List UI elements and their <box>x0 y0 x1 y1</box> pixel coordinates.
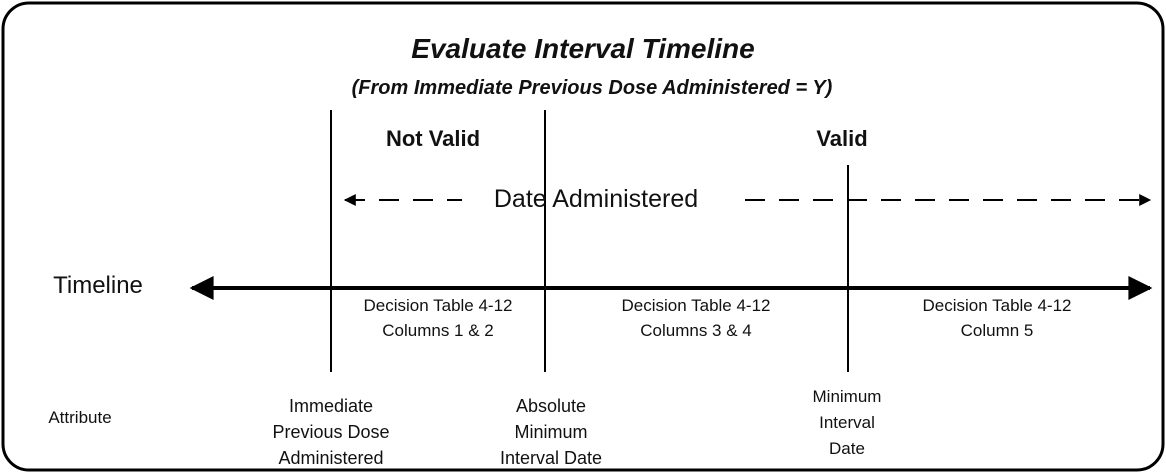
attribute-text: Administered <box>278 448 383 468</box>
subtitle: (From Immediate Previous Dose Administer… <box>352 77 833 99</box>
segment-text: Decision Table 4-12 <box>923 296 1072 315</box>
segment-text: Column 5 <box>961 321 1034 340</box>
title: Evaluate Interval Timeline <box>411 33 754 64</box>
date-administered: Date Administered <box>494 185 698 213</box>
attribute-text: Minimum <box>813 387 882 406</box>
attribute-text: Interval Date <box>500 448 602 468</box>
timeline-label: Timeline <box>53 272 143 299</box>
attribute-text: Date <box>829 439 865 458</box>
segment-text: Columns 3 & 4 <box>640 321 752 340</box>
zone-label: Not Valid <box>386 126 480 151</box>
attribute-text: Previous Dose <box>272 422 389 442</box>
attribute-text: Interval <box>819 413 875 432</box>
segment-text: Decision Table 4-12 <box>364 296 513 315</box>
segment-text: Columns 1 & 2 <box>382 321 494 340</box>
attribute-label: Attribute <box>48 408 111 427</box>
attribute-text: Minimum <box>514 422 587 442</box>
zone-label: Valid <box>816 126 867 151</box>
attribute-text: Immediate <box>289 396 373 416</box>
segment-text: Decision Table 4-12 <box>622 296 771 315</box>
attribute-text: Absolute <box>516 396 586 416</box>
